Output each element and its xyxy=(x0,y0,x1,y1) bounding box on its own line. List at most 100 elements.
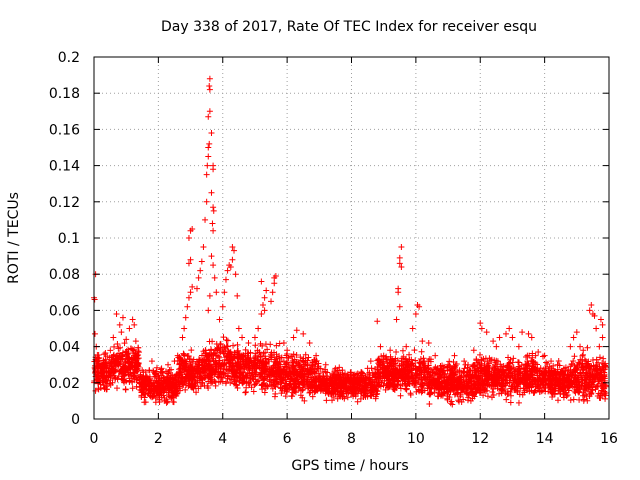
data-point xyxy=(167,375,174,382)
data-point xyxy=(266,366,273,373)
data-point xyxy=(403,386,410,393)
data-point xyxy=(282,393,289,400)
data-point xyxy=(179,378,186,385)
data-point xyxy=(280,368,287,375)
data-point xyxy=(275,381,282,388)
data-point xyxy=(249,369,256,376)
data-point xyxy=(257,353,264,360)
data-point xyxy=(131,346,138,353)
y-tick-label: 0.04 xyxy=(49,340,80,356)
data-point xyxy=(176,366,183,373)
data-point xyxy=(127,345,134,352)
data-point xyxy=(484,393,491,400)
data-point xyxy=(158,365,165,372)
data-point xyxy=(297,364,304,371)
x-tick-label: 6 xyxy=(283,431,292,447)
data-point xyxy=(271,280,278,287)
data-point xyxy=(242,389,249,396)
data-point xyxy=(573,329,580,336)
data-point xyxy=(242,389,249,396)
data-point xyxy=(418,348,425,355)
data-point xyxy=(124,351,131,358)
data-point xyxy=(273,342,280,349)
data-point xyxy=(309,387,316,394)
data-point xyxy=(240,379,247,386)
data-point xyxy=(108,363,115,370)
data-point xyxy=(257,340,264,347)
data-point xyxy=(234,292,241,299)
data-point xyxy=(226,354,233,361)
data-point xyxy=(243,373,250,380)
data-point xyxy=(593,325,600,332)
data-point xyxy=(397,392,404,399)
data-point xyxy=(261,389,268,396)
data-point xyxy=(256,349,263,356)
data-point xyxy=(201,375,208,382)
data-point xyxy=(283,380,290,387)
data-point xyxy=(163,396,170,403)
data-point xyxy=(602,395,609,402)
data-point xyxy=(115,372,122,379)
data-point xyxy=(188,359,195,366)
data-point xyxy=(282,376,289,383)
data-point xyxy=(119,314,126,321)
data-point xyxy=(260,376,267,383)
data-point xyxy=(344,394,351,401)
data-point xyxy=(184,370,191,377)
y-tick-label: 0.16 xyxy=(49,122,80,138)
data-point xyxy=(567,397,574,404)
data-point xyxy=(151,370,158,377)
data-point xyxy=(280,358,287,365)
data-point xyxy=(396,303,403,310)
data-point xyxy=(208,130,215,137)
data-point xyxy=(126,325,133,332)
data-point xyxy=(204,353,211,360)
data-point xyxy=(194,363,201,370)
data-point xyxy=(299,357,306,364)
data-point xyxy=(516,359,523,366)
data-point xyxy=(577,343,584,350)
data-point xyxy=(509,334,516,341)
data-point xyxy=(118,329,125,336)
data-point xyxy=(284,370,291,377)
data-point xyxy=(240,351,247,358)
data-point xyxy=(483,329,490,336)
chart-title: Day 338 of 2017, Rate Of TEC Index for r… xyxy=(161,19,537,35)
data-point xyxy=(425,339,432,346)
data-point xyxy=(205,307,212,314)
data-point xyxy=(121,379,128,386)
data-point xyxy=(252,354,259,361)
y-tick-label: 0.08 xyxy=(49,267,80,283)
y-tick-labels: 0 0.02 0.04 0.06 0.08 0.1 0.12 0.14 0.16 0.18 0.2 xyxy=(49,50,80,428)
data-point xyxy=(185,294,192,301)
data-point xyxy=(211,367,218,374)
data-point xyxy=(273,351,280,358)
data-point xyxy=(217,340,224,347)
data-point xyxy=(109,379,116,386)
data-point xyxy=(115,350,122,357)
data-point xyxy=(191,374,198,381)
data-point xyxy=(490,338,497,345)
x-axis-label: GPS time / hours xyxy=(291,458,408,474)
data-point xyxy=(258,311,265,318)
data-point xyxy=(168,386,175,393)
data-point xyxy=(393,348,400,355)
data-point xyxy=(420,355,427,362)
data-point xyxy=(206,292,213,299)
data-point xyxy=(208,253,215,260)
x-tick-label: 16 xyxy=(600,431,618,447)
data-point xyxy=(187,373,194,380)
data-point xyxy=(170,399,177,406)
data-point xyxy=(193,389,200,396)
data-point xyxy=(154,378,161,385)
data-point xyxy=(221,289,228,296)
data-point xyxy=(210,207,217,214)
data-point xyxy=(426,400,433,407)
data-point xyxy=(510,355,517,362)
data-point xyxy=(271,379,278,386)
data-point xyxy=(308,362,315,369)
data-point xyxy=(449,401,456,408)
data-point xyxy=(186,380,193,387)
data-points xyxy=(91,75,609,408)
data-point xyxy=(374,318,381,325)
